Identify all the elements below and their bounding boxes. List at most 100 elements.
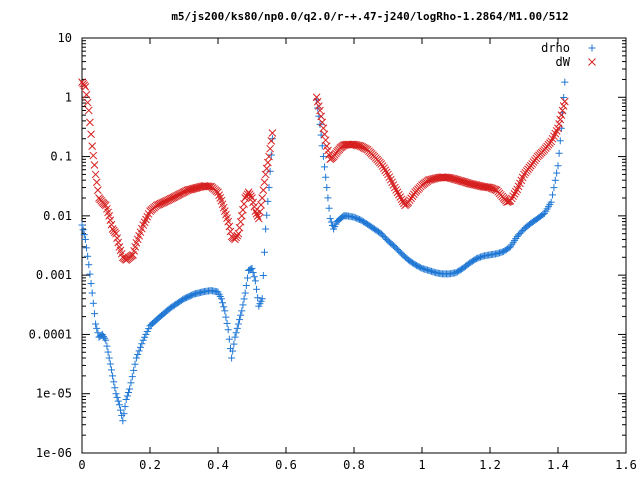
data-point-dw	[556, 115, 565, 124]
y-tick-label: 0.001	[36, 268, 72, 282]
data-point-dw	[268, 129, 277, 137]
data-point-dw	[239, 206, 247, 214]
data-point-dw	[86, 118, 94, 127]
data-point-drho	[103, 342, 111, 350]
data-point-drho	[253, 285, 261, 293]
data-point-dw	[261, 170, 270, 179]
data-point-dw	[94, 186, 102, 194]
data-point-drho	[326, 215, 334, 223]
data-point-drho	[268, 135, 276, 143]
data-point-drho	[243, 274, 251, 282]
data-point-dw	[237, 212, 246, 220]
x-tick-label: 1	[418, 458, 425, 472]
data-point-dw	[114, 238, 123, 247]
data-point-drho	[136, 343, 144, 351]
data-point-drho	[319, 153, 327, 161]
data-point-dw	[81, 82, 90, 91]
data-point-dw	[244, 188, 253, 197]
data-point-drho	[217, 295, 225, 303]
x-tick-label: 1.2	[479, 458, 501, 472]
data-point-dw	[89, 151, 98, 160]
legend-marker-dw	[588, 58, 596, 66]
data-point-drho	[85, 261, 93, 269]
legend-label-drho: drho	[541, 41, 570, 55]
data-point-dw	[507, 194, 516, 203]
data-point-dw	[232, 233, 240, 242]
data-point-drho	[555, 149, 563, 157]
data-point-drho	[547, 198, 555, 206]
data-point-dw	[558, 106, 567, 115]
data-point-dw	[204, 182, 213, 191]
x-axis: 0 0.2 0.4 0.6 0.8 1 1.2 1.4 1.6	[78, 38, 637, 472]
data-point-dw	[262, 164, 271, 173]
x-tick-label: 0.6	[275, 458, 297, 472]
data-point-drho	[120, 410, 128, 418]
legend-swatch-drho	[588, 44, 596, 52]
data-point-dw	[355, 141, 364, 150]
data-point-drho	[109, 372, 117, 380]
data-point-dw	[322, 142, 331, 150]
data-point-drho	[142, 330, 150, 338]
data-point-dw	[510, 190, 519, 198]
data-point-dw	[224, 217, 233, 226]
data-point-dw	[235, 223, 244, 232]
data-point-dw	[324, 146, 332, 155]
chart-title: m5/js200/ks80/np0.0/q2.0/r-+.47-j240/log…	[171, 10, 568, 23]
data-point-dw	[231, 235, 239, 244]
data-point-dw	[226, 227, 235, 236]
data-point-dw	[557, 111, 566, 119]
data-point-drho	[229, 347, 237, 355]
data-point-drho	[265, 184, 273, 192]
data-point-drho	[238, 307, 246, 315]
data-point-drho	[234, 320, 242, 328]
data-point-dw	[234, 229, 243, 238]
data-point-dw	[378, 162, 387, 170]
data-point-drho	[223, 319, 231, 327]
data-point-drho	[549, 191, 557, 199]
y-tick-label: 10	[58, 31, 72, 45]
data-point-dw	[559, 102, 568, 110]
data-point-drho	[251, 277, 259, 285]
data-point-drho	[87, 280, 95, 288]
data-point-dw	[381, 166, 390, 175]
x-tick-label: 0	[78, 458, 85, 472]
data-point-drho	[102, 336, 110, 344]
data-point-dw	[320, 130, 329, 139]
data-point-drho	[220, 303, 228, 311]
legend-label-dw: dW	[556, 55, 571, 69]
data-point-drho	[122, 395, 130, 403]
data-point-drho	[145, 325, 153, 333]
data-point-drho	[81, 235, 89, 243]
y-tick-label: 0.0001	[29, 327, 72, 341]
data-point-dw	[240, 200, 248, 208]
data-point-drho	[88, 289, 96, 297]
data-point-drho	[143, 328, 151, 336]
data-point-dw	[264, 158, 272, 167]
x-tick-label: 1.4	[547, 458, 569, 472]
data-point-dw	[253, 212, 262, 220]
data-point-dw	[92, 178, 101, 187]
data-point-drho	[237, 311, 245, 319]
data-point-drho	[123, 392, 131, 400]
data-point-dw	[257, 201, 265, 209]
data-point-dw	[488, 184, 497, 193]
data-point-drho	[115, 401, 123, 409]
legend: drho dW	[541, 41, 596, 69]
data-point-dw	[380, 164, 388, 173]
data-point-dw	[315, 102, 323, 110]
data-point-drho	[92, 320, 100, 328]
data-point-drho	[259, 271, 267, 279]
data-point-dw	[247, 192, 255, 200]
data-point-dw	[258, 194, 267, 202]
data-point-dw	[511, 187, 520, 196]
data-point-dw	[490, 185, 498, 194]
data-point-drho	[221, 307, 229, 315]
x-tick-label: 0.8	[343, 458, 365, 472]
data-point-drho	[248, 264, 256, 272]
data-point-drho	[260, 248, 268, 256]
data-point-dw	[260, 178, 269, 187]
data-point-drho	[224, 326, 232, 334]
data-point-drho	[262, 225, 270, 233]
data-point-drho	[222, 313, 230, 321]
data-point-drho	[93, 324, 101, 332]
